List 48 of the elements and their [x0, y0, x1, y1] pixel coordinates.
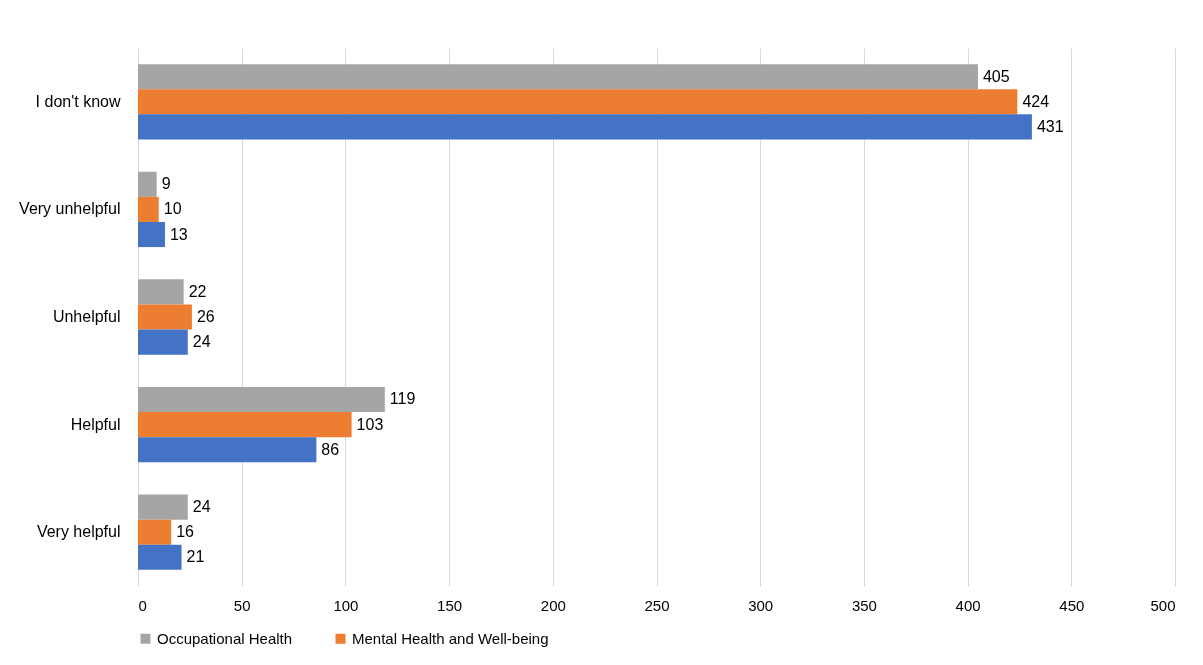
bar: [138, 221, 165, 248]
data-label: 16: [176, 523, 195, 541]
bar: [138, 544, 182, 570]
x-tick-label: 400: [955, 596, 981, 614]
data-label: 21: [186, 548, 205, 566]
data-label: 24: [192, 498, 211, 516]
bar: [138, 519, 172, 545]
data-label: 9: [161, 175, 171, 193]
x-tick-label: 500: [1150, 596, 1176, 614]
x-tick-label: 100: [333, 596, 359, 614]
y-tick-label: Unhelpful: [52, 308, 121, 325]
data-label: 86: [321, 440, 340, 458]
bar: [138, 196, 159, 222]
data-label: 13: [169, 225, 188, 243]
bar: [138, 89, 1018, 115]
data-label: 24: [192, 333, 211, 351]
data-label: 103: [356, 415, 384, 433]
y-tick-label: Helpful: [70, 415, 121, 433]
bar: [138, 64, 978, 90]
y-tick-label: Very helpful: [36, 523, 121, 541]
bar: [138, 329, 188, 355]
x-tick-label: 200: [540, 596, 566, 614]
bar: [138, 279, 184, 305]
data-label: 431: [1036, 117, 1064, 135]
bar: [138, 437, 317, 463]
legend-label: Mental Health and Well-being: [352, 629, 549, 647]
y-tick-label: Very unhelpful: [19, 200, 121, 218]
data-label: 26: [196, 308, 215, 325]
bar: [138, 386, 385, 413]
data-label: 405: [982, 67, 1010, 85]
bar: [138, 114, 1032, 140]
data-label: 10: [163, 200, 182, 218]
bar: [138, 171, 157, 197]
data-label: 424: [1022, 92, 1050, 110]
data-label: 119: [389, 390, 416, 408]
x-tick-label: 300: [748, 596, 774, 614]
y-tick-label: I don't know: [35, 92, 121, 110]
data-label: 22: [188, 282, 207, 300]
bar: [138, 494, 188, 520]
x-tick-label: 250: [644, 596, 670, 614]
x-tick-label: 350: [851, 596, 877, 614]
bar: [138, 412, 352, 438]
legend-label: Occupational Health: [157, 629, 293, 647]
bar: [138, 304, 192, 330]
x-tick-label: 0: [138, 596, 147, 614]
x-tick-label: 450: [1059, 596, 1085, 614]
x-tick-label: 50: [233, 596, 251, 614]
x-tick-label: 150: [437, 596, 463, 614]
